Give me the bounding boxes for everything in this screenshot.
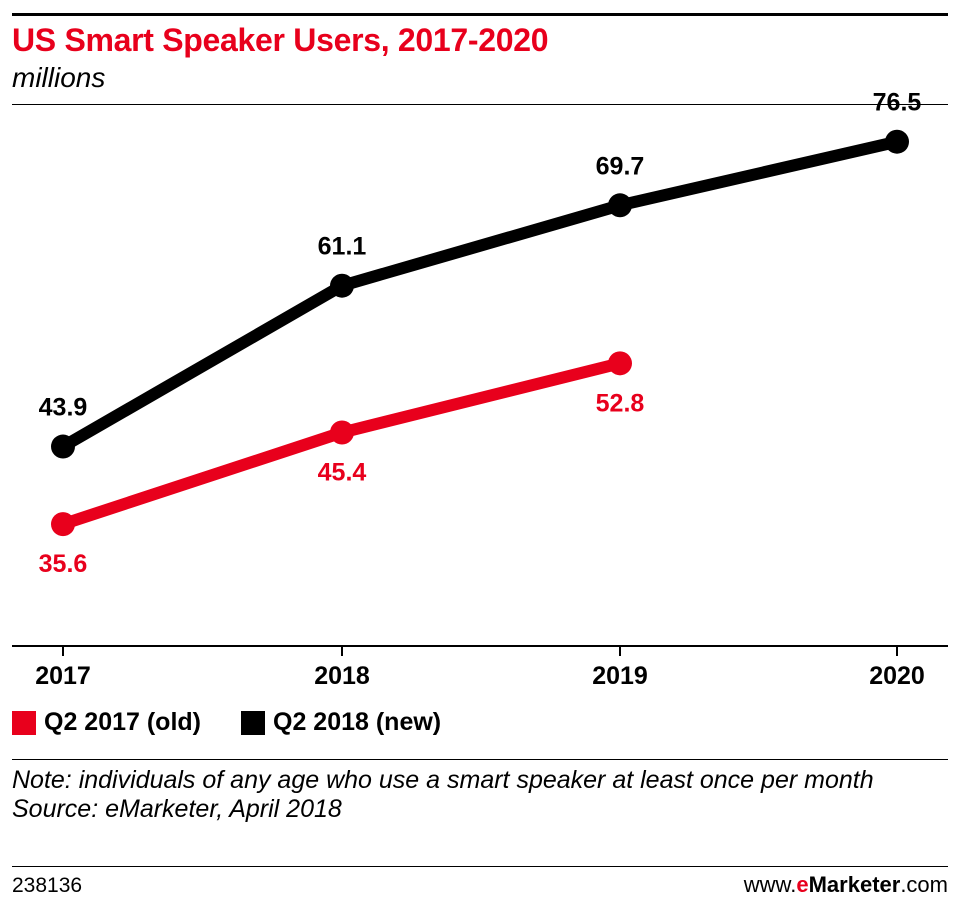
- data-label-1-2017: 43.9: [39, 394, 88, 422]
- x-tick-label-2018: 2018: [314, 662, 370, 690]
- legend-item-new: Q2 2018 (new): [241, 708, 441, 737]
- legend: Q2 2017 (old) Q2 2018 (new): [12, 708, 481, 737]
- data-label-1-2018: 61.1: [318, 233, 367, 261]
- x-tick-label-2020: 2020: [869, 662, 925, 690]
- top-rule: [12, 13, 948, 16]
- series-line-1: [57, 135, 903, 453]
- note-divider: [12, 759, 948, 760]
- brand-prefix: www.: [743, 872, 797, 897]
- data-point-1-2020: [885, 129, 909, 154]
- chart-title: US Smart Speaker Users, 2017-2020: [12, 22, 549, 58]
- data-point-1-2019: [608, 193, 632, 218]
- data-label-0-2017: 35.6: [39, 550, 88, 578]
- legend-label-old: Q2 2017 (old): [44, 708, 201, 736]
- data-point-1-2018: [330, 273, 354, 298]
- brand-name: Marketer: [808, 872, 901, 897]
- line-chart: 2017 2018 2019 2020 35.6 45.4 52.8 43.9 61.1 69.7…: [35, 89, 925, 690]
- footer-divider: [12, 866, 948, 867]
- brand-url[interactable]: www.eMarketer.com: [744, 872, 948, 898]
- data-label-1-2019: 69.7: [596, 152, 645, 180]
- data-label-0-2018: 45.4: [318, 459, 367, 487]
- legend-swatch-old: [12, 710, 36, 735]
- chart-id: 238136: [12, 874, 83, 897]
- x-tick-label-2019: 2019: [592, 662, 648, 690]
- x-axis-line: [12, 645, 948, 647]
- data-label-0-2019: 52.8: [596, 389, 645, 417]
- data-point-1-2017: [51, 434, 75, 459]
- data-point-0-2018: [330, 420, 354, 445]
- chart-subtitle: millions: [12, 62, 106, 93]
- brand-e: e: [796, 872, 809, 897]
- brand-suffix: .com: [900, 872, 948, 897]
- legend-item-old: Q2 2017 (old): [12, 708, 201, 737]
- legend-swatch-new: [241, 710, 265, 735]
- note-text: Note: individuals of any age who use a s…: [12, 766, 874, 794]
- legend-label-new: Q2 2018 (new): [273, 708, 442, 736]
- x-tick-label-2017: 2017: [35, 662, 91, 690]
- source-text: Source: eMarketer, April 2018: [12, 795, 342, 823]
- data-point-0-2019: [608, 351, 632, 376]
- header-divider: [12, 104, 948, 105]
- data-point-0-2017: [51, 512, 75, 537]
- data-label-1-2020: 76.5: [873, 89, 922, 117]
- notes: Note: individuals of any age who use a s…: [12, 766, 942, 824]
